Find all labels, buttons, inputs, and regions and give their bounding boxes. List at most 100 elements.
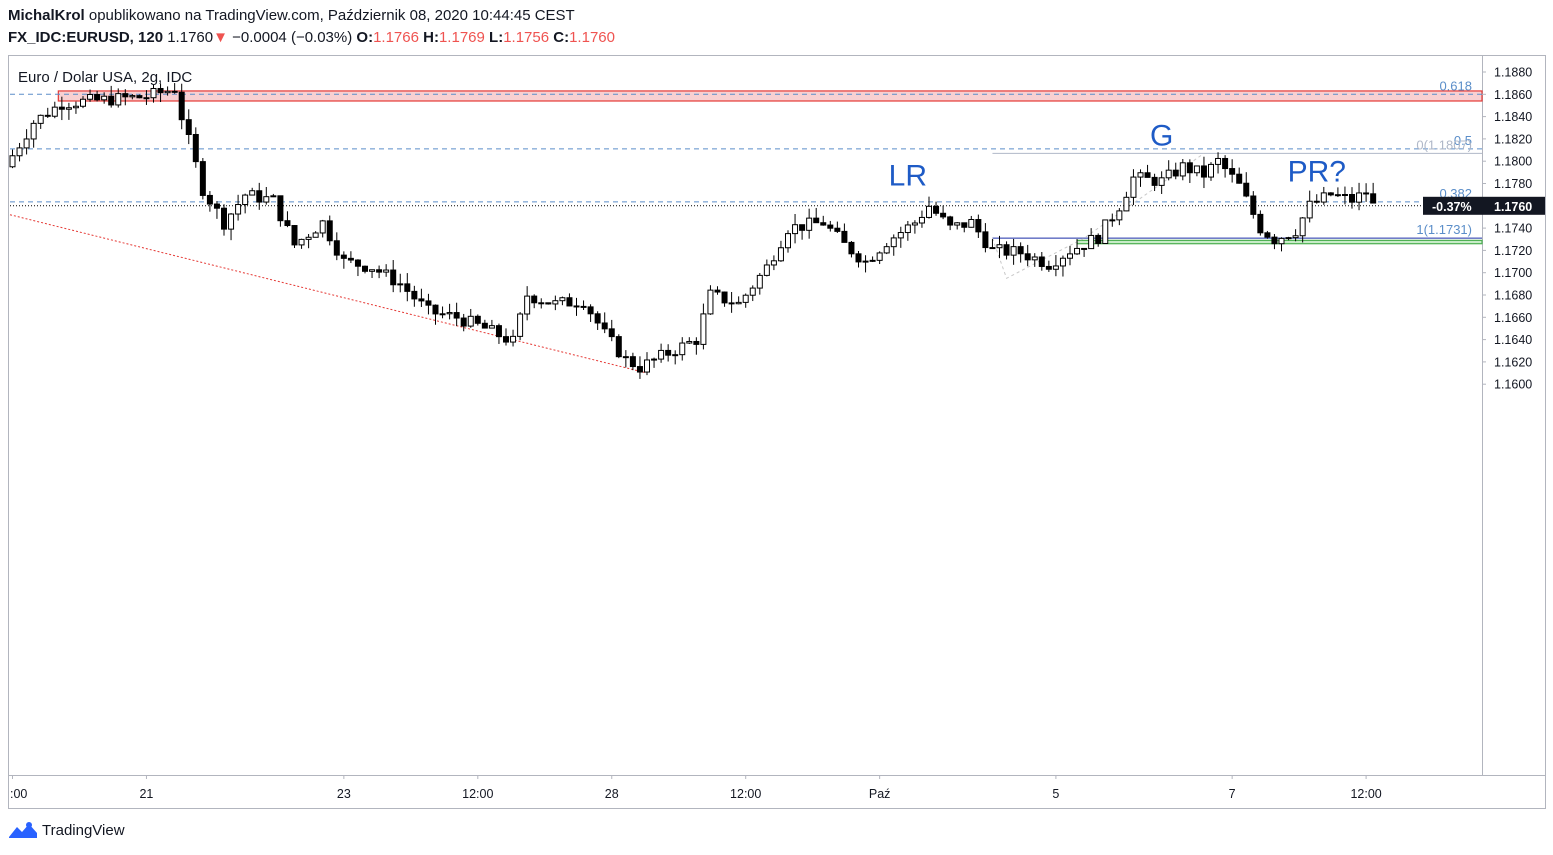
candle: [235, 194, 242, 221]
bear-candle-body: [947, 216, 954, 226]
candle: [164, 86, 171, 96]
bear-candle-body: [136, 95, 143, 99]
candle: [143, 90, 150, 105]
bull-candle-body: [1067, 253, 1073, 259]
candle: [390, 260, 397, 293]
price-tag-value: 1.1760: [1494, 200, 1532, 214]
candle: [531, 294, 538, 309]
annotation-label[interactable]: PR?: [1288, 155, 1346, 188]
time-tick-label: Paź: [869, 787, 891, 801]
bear-candle-body: [453, 312, 460, 319]
bear-candle-body: [566, 297, 573, 307]
bear-candle-body: [1017, 246, 1024, 255]
bull-candle-body: [446, 312, 453, 315]
price-tick-label: 1.1700: [1494, 266, 1532, 280]
bull-candle-body: [1109, 219, 1116, 222]
candle: [1327, 192, 1334, 197]
time-tick-label: 28: [605, 787, 619, 801]
bull-candle-body: [143, 97, 150, 100]
candle: [1334, 187, 1341, 198]
bear-candle-body: [94, 93, 101, 101]
fib-level-label: 0.618: [1439, 78, 1472, 93]
bull-candle-body: [235, 204, 242, 215]
bull-candle-body: [1137, 172, 1144, 178]
candle: [552, 295, 559, 311]
candle: [686, 337, 693, 345]
bear-candle-body: [199, 161, 206, 196]
bear-candle-body: [1081, 247, 1088, 250]
price-tick-label: 1.1880: [1494, 66, 1532, 80]
bull-candle-body: [792, 224, 799, 235]
bear-candle-body: [284, 220, 291, 227]
bull-candle-body: [510, 335, 517, 343]
candle: [340, 251, 347, 269]
candle: [425, 293, 432, 315]
current-price-tag[interactable]: -0.37% 1.1760: [1423, 196, 1545, 215]
candle: [517, 312, 524, 341]
author[interactable]: MichalKrol: [8, 7, 85, 24]
bull-candle-body: [101, 95, 108, 101]
candle: [1123, 191, 1130, 212]
tradingview-logo[interactable]: TradingView: [8, 821, 125, 839]
symbol[interactable]: FX_IDC:EURUSD, 120: [8, 29, 164, 46]
bull-candle-body: [319, 220, 326, 234]
candle: [608, 319, 615, 342]
bull-candle-body: [30, 122, 37, 140]
candle: [763, 259, 770, 277]
annotation-label[interactable]: G: [1150, 120, 1173, 153]
bear-candle-body: [820, 222, 827, 226]
bear-candle-body: [615, 336, 622, 358]
publish-info: MichalKrol opublikowano na TradingView.c…: [8, 7, 575, 24]
candle: [488, 319, 495, 329]
fib-level-label: 0(1.1807): [1416, 137, 1472, 152]
fib-drawing-path[interactable]: [991, 152, 1205, 279]
bull-candle-body: [129, 95, 136, 98]
candle: [319, 219, 326, 238]
bull-candle-body: [488, 325, 495, 329]
candle: [777, 240, 784, 262]
candle: [538, 298, 545, 309]
candle: [799, 224, 806, 240]
candle: [1257, 210, 1264, 236]
bear-candle-body: [1229, 168, 1236, 175]
candle: [545, 302, 552, 305]
bull-candle-body: [644, 359, 650, 373]
candle: [749, 285, 756, 302]
annotation-label[interactable]: LR: [889, 160, 927, 193]
candle: [277, 195, 284, 227]
bull-candle-body: [890, 237, 897, 248]
bull-candle-body: [1215, 157, 1222, 165]
bear-candle-body: [58, 106, 65, 110]
downtrend-line[interactable]: [9, 214, 648, 374]
bear-candle-body: [1200, 165, 1207, 178]
price-tick-label: 1.1680: [1494, 289, 1532, 303]
price-tick-label: 1.1640: [1494, 333, 1532, 347]
candle: [1059, 255, 1066, 277]
price-tick-label: 1.1780: [1494, 177, 1532, 191]
bull-candle-body: [150, 87, 157, 99]
open-label: O:: [356, 29, 374, 46]
bull-candle-body: [1285, 237, 1292, 240]
time-axis[interactable]: :00 21 23 12:00 28 12:00 Paź 5 7 12:00: [10, 775, 1382, 801]
bear-candle-body: [291, 225, 298, 246]
bear-candle-body: [376, 269, 383, 273]
time-tick-label: :00: [10, 787, 27, 801]
candle: [911, 220, 918, 234]
bull-candle-body: [1299, 217, 1306, 237]
bull-candle-body: [559, 297, 566, 302]
bull-candle-body: [1102, 219, 1109, 244]
candle: [651, 357, 658, 368]
bear-candle-body: [390, 269, 397, 286]
bull-candle-body: [369, 269, 376, 272]
candle: [658, 343, 665, 363]
bull-candle-body: [1278, 237, 1285, 245]
price-axis[interactable]: 1.1880 1.1860 1.1840 1.1820 1.1800 1.1780 1.17…: [1423, 66, 1545, 392]
candle: [841, 223, 848, 243]
bull-candle-body: [397, 283, 404, 286]
bear-candle-body: [1222, 157, 1229, 170]
bear-candle-body: [799, 224, 806, 231]
candle: [876, 251, 883, 265]
resistance-zone[interactable]: [57, 90, 1483, 102]
bear-candle-body: [418, 298, 425, 302]
